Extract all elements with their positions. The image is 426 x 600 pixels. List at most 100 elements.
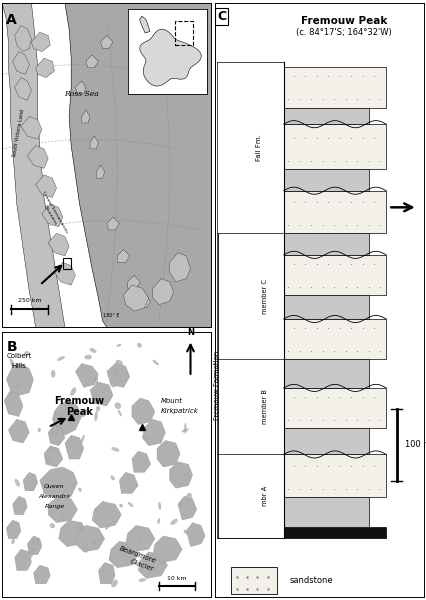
Text: 100 m: 100 m — [405, 440, 426, 449]
Ellipse shape — [158, 518, 160, 524]
Ellipse shape — [16, 384, 20, 389]
Bar — [284, 295, 369, 319]
Ellipse shape — [51, 370, 55, 377]
Polygon shape — [14, 77, 32, 100]
Ellipse shape — [153, 360, 158, 365]
Ellipse shape — [145, 437, 148, 439]
Bar — [176, 21, 193, 45]
Text: Glacier: Glacier — [130, 558, 155, 572]
Ellipse shape — [137, 343, 141, 347]
Text: (c. 84°17'S; 164°32'W): (c. 84°17'S; 164°32'W) — [296, 28, 392, 37]
Ellipse shape — [187, 493, 192, 499]
Ellipse shape — [90, 348, 96, 353]
Ellipse shape — [128, 502, 133, 507]
Polygon shape — [34, 565, 50, 584]
Ellipse shape — [115, 403, 121, 409]
Text: Fremouw Formation: Fremouw Formation — [214, 351, 220, 420]
Ellipse shape — [61, 516, 63, 521]
Ellipse shape — [113, 368, 118, 374]
Polygon shape — [96, 165, 105, 178]
Ellipse shape — [158, 502, 161, 509]
Polygon shape — [170, 461, 193, 488]
Bar — [284, 497, 369, 527]
Polygon shape — [6, 364, 34, 395]
Bar — [63, 257, 71, 269]
Ellipse shape — [105, 524, 111, 530]
Text: member C: member C — [262, 279, 268, 314]
Bar — [284, 124, 386, 169]
Ellipse shape — [58, 356, 65, 361]
Ellipse shape — [24, 352, 29, 356]
Polygon shape — [75, 81, 86, 94]
Polygon shape — [126, 526, 155, 552]
Ellipse shape — [150, 566, 155, 571]
Polygon shape — [13, 496, 27, 515]
Polygon shape — [32, 32, 50, 52]
Ellipse shape — [82, 409, 87, 417]
Polygon shape — [90, 382, 113, 406]
Polygon shape — [157, 440, 180, 467]
Bar — [284, 67, 386, 107]
Polygon shape — [55, 262, 75, 285]
Ellipse shape — [95, 411, 98, 421]
Ellipse shape — [12, 539, 14, 544]
Polygon shape — [36, 175, 57, 197]
Polygon shape — [107, 364, 130, 388]
Polygon shape — [117, 250, 130, 262]
Polygon shape — [48, 425, 65, 446]
Polygon shape — [153, 536, 182, 563]
Text: 180° E: 180° E — [103, 313, 119, 317]
Ellipse shape — [15, 479, 20, 487]
Polygon shape — [44, 446, 63, 467]
Polygon shape — [36, 58, 55, 77]
Text: 10 km: 10 km — [167, 576, 187, 581]
Polygon shape — [138, 552, 167, 578]
Ellipse shape — [81, 435, 84, 444]
Ellipse shape — [96, 406, 100, 411]
Bar — [231, 568, 277, 594]
Polygon shape — [153, 278, 174, 305]
Polygon shape — [40, 467, 78, 499]
Ellipse shape — [46, 459, 52, 463]
Polygon shape — [124, 285, 149, 311]
Bar — [284, 388, 386, 428]
Text: Alexandra: Alexandra — [38, 494, 70, 499]
Bar — [284, 169, 369, 191]
Polygon shape — [138, 295, 151, 308]
Ellipse shape — [50, 523, 55, 528]
Polygon shape — [132, 398, 155, 425]
Ellipse shape — [59, 413, 63, 418]
Text: South Victoria Land: South Victoria Land — [12, 109, 26, 157]
Ellipse shape — [94, 394, 98, 400]
Ellipse shape — [78, 488, 81, 491]
Ellipse shape — [111, 476, 115, 480]
Text: sandstone: sandstone — [290, 576, 334, 585]
Ellipse shape — [119, 504, 123, 508]
Polygon shape — [2, 3, 65, 327]
Polygon shape — [86, 55, 98, 68]
Text: C: C — [217, 10, 227, 23]
Text: B: B — [6, 340, 17, 353]
Polygon shape — [128, 275, 140, 289]
Text: Peak: Peak — [66, 407, 93, 416]
Polygon shape — [4, 390, 23, 416]
Polygon shape — [23, 472, 38, 491]
Polygon shape — [48, 496, 78, 523]
Ellipse shape — [33, 539, 38, 545]
Text: Fremouw Peak: Fremouw Peak — [301, 16, 388, 26]
Bar — [284, 191, 386, 233]
Text: Ross Sea: Ross Sea — [64, 90, 99, 98]
Polygon shape — [65, 3, 211, 327]
Ellipse shape — [38, 428, 41, 432]
Bar — [284, 319, 386, 359]
Polygon shape — [27, 536, 42, 554]
Ellipse shape — [52, 425, 57, 434]
Polygon shape — [107, 217, 119, 230]
Ellipse shape — [71, 388, 76, 395]
Ellipse shape — [95, 376, 98, 385]
Bar — [284, 233, 369, 255]
Text: Central Transantarctic
Mountains: Central Transantarctic Mountains — [37, 191, 68, 236]
Ellipse shape — [184, 473, 189, 478]
Bar — [284, 255, 386, 295]
Text: Fall Fm.: Fall Fm. — [256, 134, 262, 161]
